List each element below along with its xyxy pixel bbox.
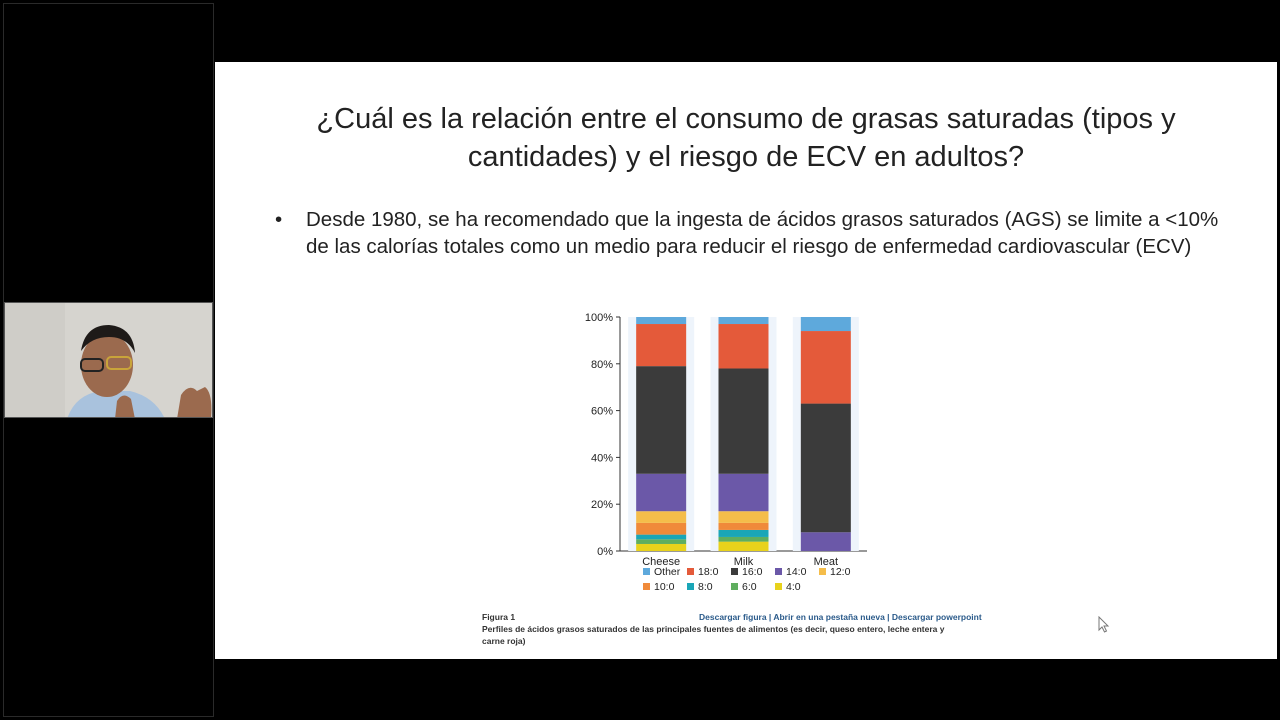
legend-swatch <box>775 568 782 575</box>
figure-caption: Figura 1 Descargar figura | Abrir en una… <box>482 611 982 646</box>
bar-segment-meat-other <box>800 317 851 332</box>
bar-segment-cheese-18-0 <box>636 324 687 367</box>
legend-label: 14:0 <box>786 566 807 578</box>
bar-segment-milk-other <box>718 317 769 325</box>
legend-label: 18:0 <box>698 566 719 578</box>
bar-segment-milk-16-0 <box>718 368 769 474</box>
y-tick-label: 100% <box>585 312 613 324</box>
legend-label: 16:0 <box>742 566 763 578</box>
bar-segment-milk-6-0 <box>718 536 769 542</box>
bar-segment-cheese-10-0 <box>636 522 687 535</box>
x-tick-label: Milk <box>734 556 754 568</box>
presenter-video <box>4 302 213 418</box>
presenter-image <box>5 303 212 417</box>
presentation-slide: ¿Cuál es la relación entre el consumo de… <box>215 62 1277 659</box>
bar-segment-milk-10-0 <box>718 522 769 530</box>
y-tick-label: 60% <box>591 406 613 418</box>
legend-label: 12:0 <box>830 566 851 578</box>
bar-segment-cheese-8-0 <box>636 534 687 540</box>
bar-segment-cheese-14-0 <box>636 473 687 512</box>
legend-swatch <box>775 583 782 590</box>
bar-segment-milk-18-0 <box>718 324 769 369</box>
legend-swatch <box>731 583 738 590</box>
bullet-marker: • <box>275 208 283 231</box>
mouse-cursor-icon <box>1098 616 1110 633</box>
legend-label: 10:0 <box>654 581 675 593</box>
legend-label: 4:0 <box>786 581 801 593</box>
legend-label: 6:0 <box>742 581 757 593</box>
bar-segment-cheese-12-0 <box>636 511 687 523</box>
bar-segment-cheese-other <box>636 317 687 325</box>
bar-segment-meat-14-0 <box>800 532 851 551</box>
bullet-text: Desde 1980, se ha recomendado que la ing… <box>306 208 1219 258</box>
legend-swatch <box>819 568 826 575</box>
figure-links[interactable]: Descargar figura | Abrir en una pestaña … <box>699 612 982 622</box>
legend-swatch <box>731 568 738 575</box>
bar-segment-milk-14-0 <box>718 473 769 512</box>
legend-swatch <box>687 568 694 575</box>
legend-swatch <box>687 583 694 590</box>
legend-label: Other <box>654 566 681 578</box>
legend-swatch <box>643 583 650 590</box>
bar-segment-meat-18-0 <box>800 331 851 404</box>
legend-label: 8:0 <box>698 581 713 593</box>
figure-number: Figura 1 <box>482 612 516 622</box>
y-tick-label: 80% <box>591 359 613 371</box>
legend-swatch <box>643 568 650 575</box>
bar-segment-milk-4-0 <box>718 541 769 551</box>
bar-segment-cheese-16-0 <box>636 366 687 474</box>
y-tick-label: 20% <box>591 499 613 511</box>
bar-segment-milk-12-0 <box>718 511 769 523</box>
bar-segment-meat-16-0 <box>800 403 851 533</box>
bar-segment-cheese-6-0 <box>636 539 687 544</box>
bar-segment-milk-8-0 <box>718 529 769 537</box>
saturated-fat-profile-chart: 0% 20% 40% 60% 80% 100% Cheese Milk Meat Other 18:… <box>585 312 867 593</box>
y-tick-label: 40% <box>591 452 613 464</box>
x-tick-label: Meat <box>814 556 838 568</box>
y-tick-label: 0% <box>597 546 613 558</box>
figure-description: Perfiles de ácidos grasos saturados de l… <box>482 624 945 646</box>
slide-title: ¿Cuál es la relación entre el consumo de… <box>316 103 1176 173</box>
x-tick-label: Cheese <box>642 556 680 568</box>
bar-segment-cheese-4-0 <box>636 543 687 551</box>
